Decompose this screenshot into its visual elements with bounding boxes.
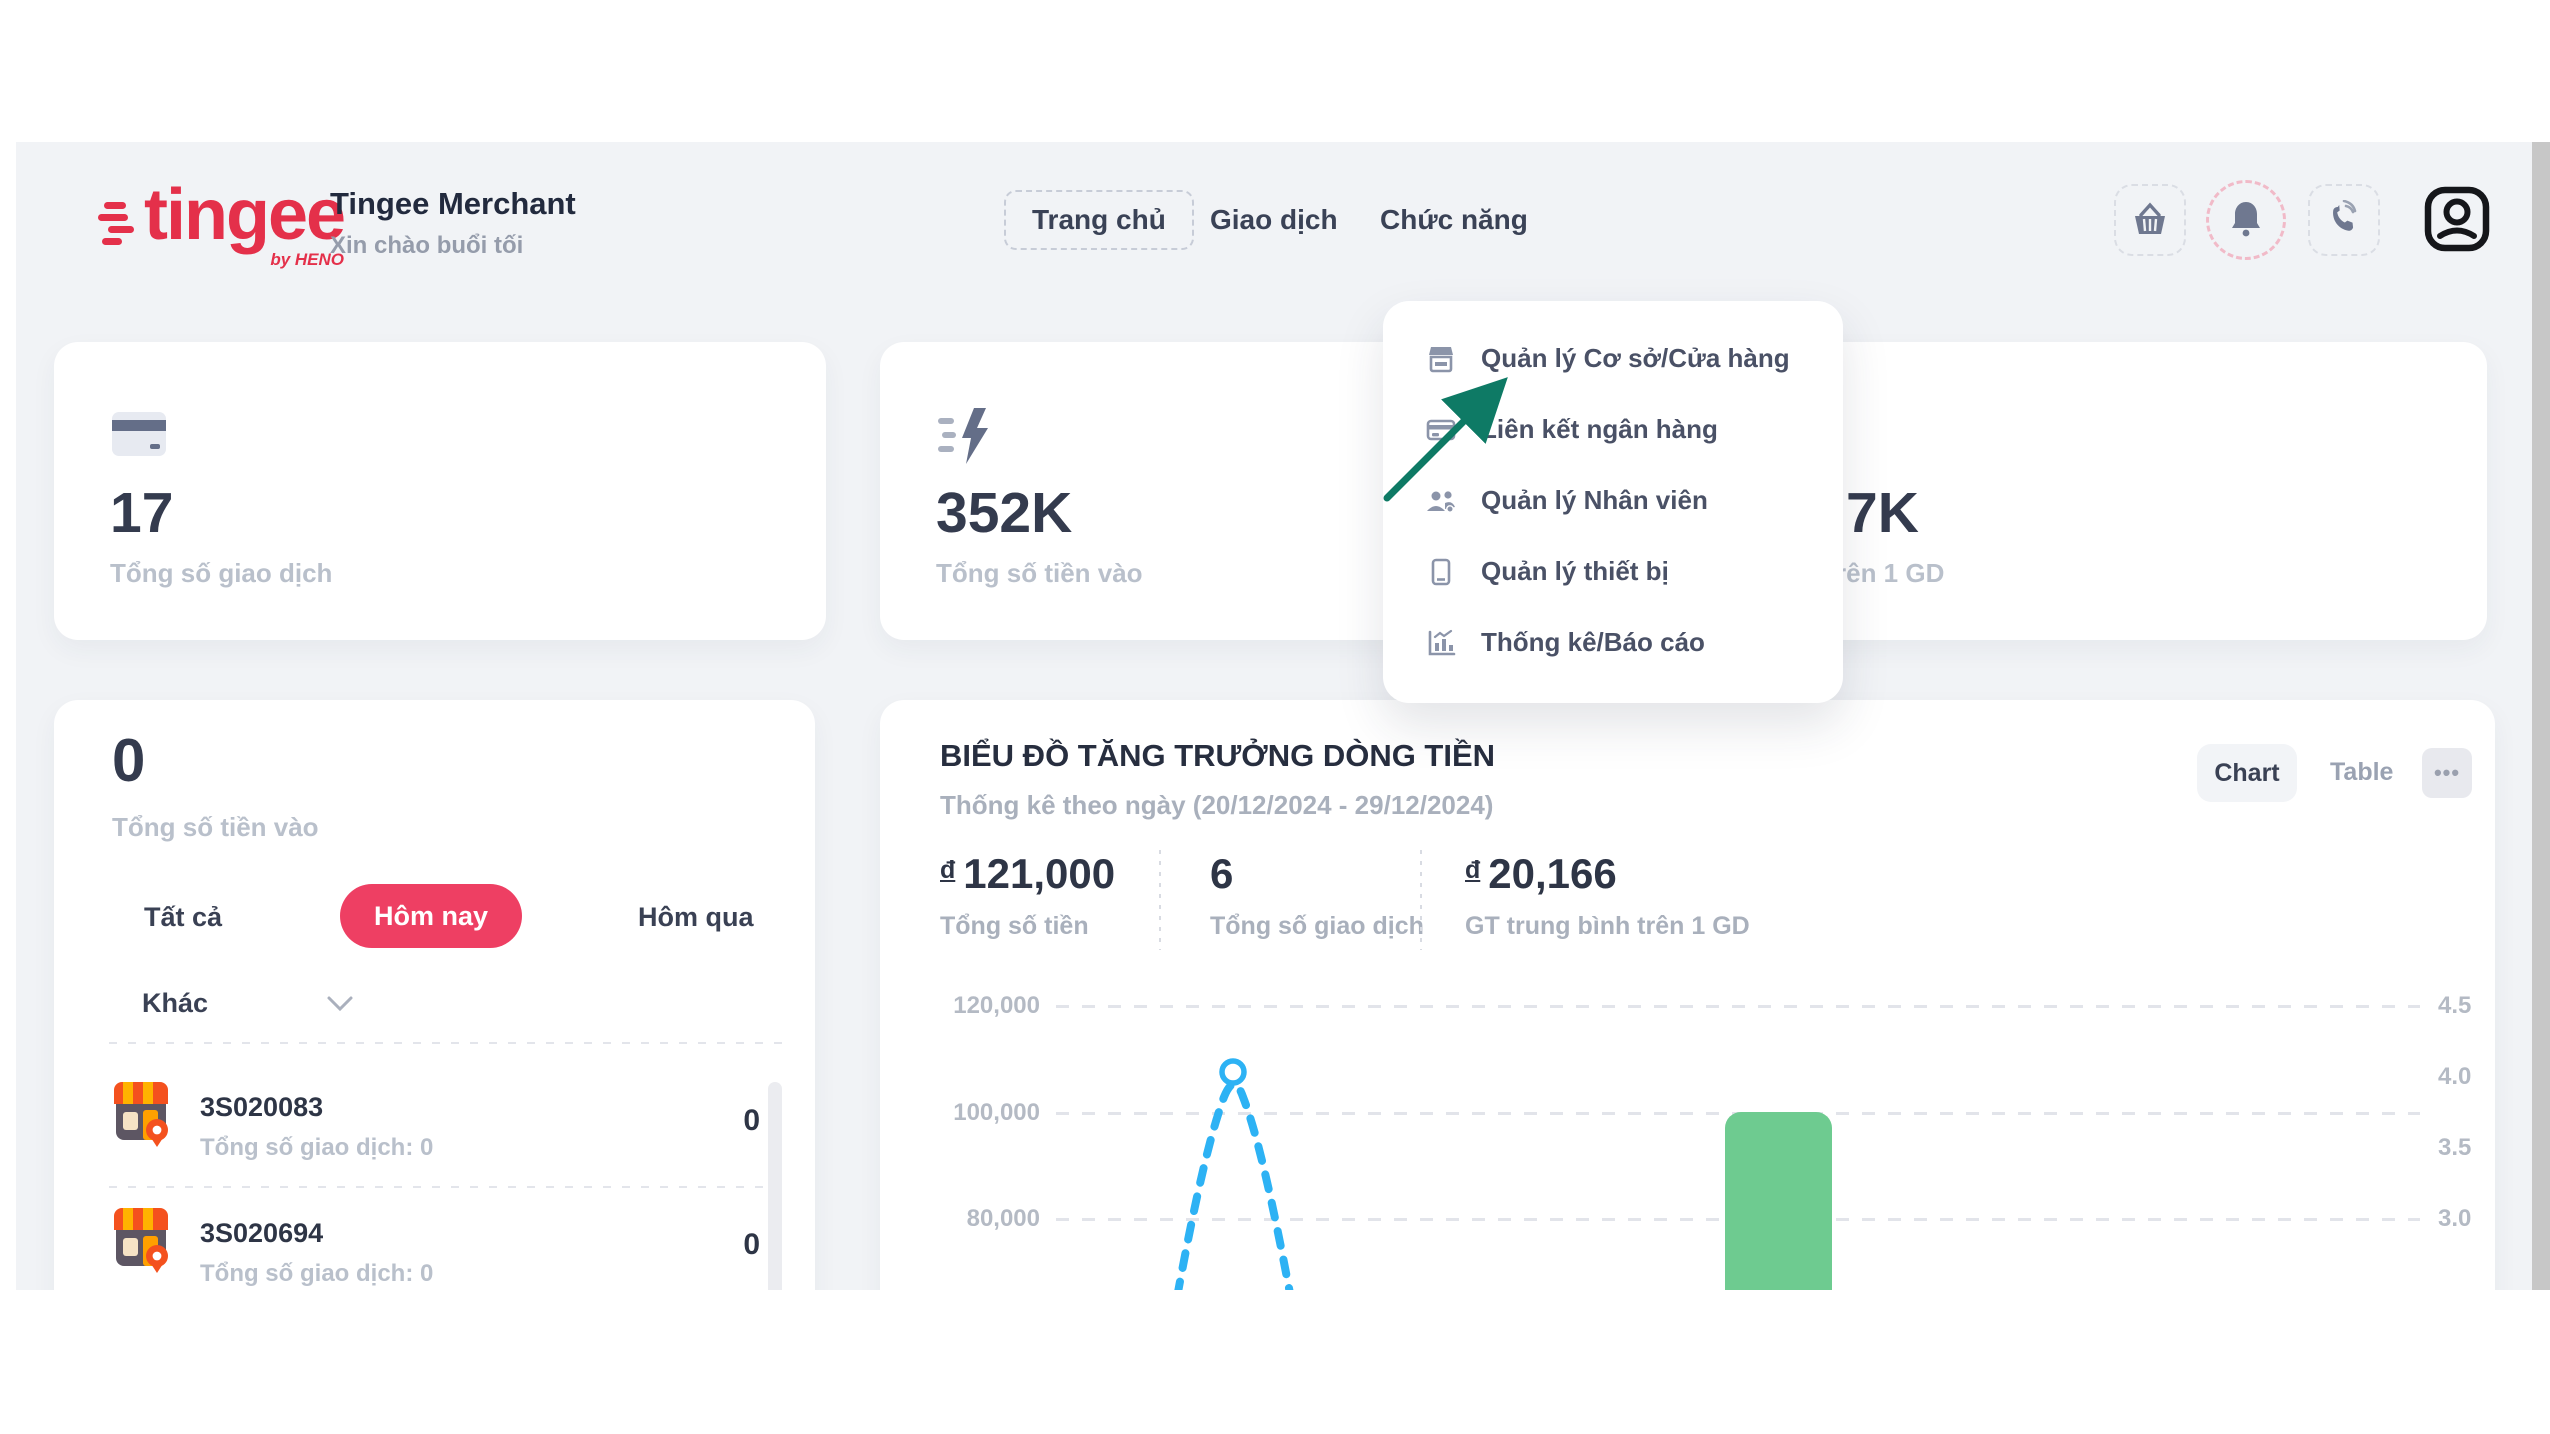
stat-value: 17 <box>110 481 174 545</box>
stat-value: 20,166 <box>1488 850 1617 897</box>
gridline <box>1056 1005 2420 1008</box>
view-toggle-chart[interactable]: Chart <box>2197 744 2297 802</box>
staff-icon <box>1427 490 1455 513</box>
basket-button[interactable] <box>2114 184 2186 256</box>
filter-today[interactable]: Hôm nay <box>340 884 522 948</box>
y-axis-tick-left: 120,000 <box>953 992 1040 1019</box>
store-value: 0 <box>743 1104 760 1137</box>
chart-stat-total-transactions: 6 Tổng số giao dịch <box>1210 850 1424 941</box>
store-value: 0 <box>743 1228 760 1261</box>
account-icon <box>2424 186 2490 252</box>
chart-subtitle: Thống kê theo ngày (20/12/2024 - 29/12/2… <box>940 790 1494 820</box>
storefront-color-icon <box>114 1082 168 1147</box>
data-point-marker <box>1219 1058 1247 1086</box>
cashflow-chart-card: BIỂU ĐỒ TĂNG TRƯỞNG DÒNG TIỀN Thống kê t… <box>880 700 2495 1290</box>
chart-more-button[interactable]: ••• <box>2422 748 2472 798</box>
card-total-transactions: 17 Tổng số giao dịch <box>54 342 826 640</box>
y-axis-tick-right: 4.5 <box>2438 992 2472 1019</box>
greeting-text: Xin chào buổi tối <box>330 232 524 259</box>
menu-item-reports[interactable]: Thống kê/Báo cáo <box>1383 607 1843 678</box>
store-subtitle: Tổng số giao dịch: 0 <box>200 1260 434 1287</box>
filter-yesterday[interactable]: Hôm qua <box>638 902 754 932</box>
bar-series-count <box>1725 1112 1832 1290</box>
merchant-dashboard: tingee by HENO Tingee Merchant Xin chào … <box>16 142 2550 1290</box>
menu-item-label: Thống kê/Báo cáo <box>1481 627 1705 657</box>
account-button[interactable] <box>2422 184 2492 259</box>
nav-item-home[interactable]: Trang chủ <box>1004 190 1194 250</box>
nav-item-transactions[interactable]: Giao dịch <box>1210 204 1338 235</box>
bank-card-icon <box>1426 419 1456 440</box>
store-code: 3S020083 <box>200 1092 324 1122</box>
storefront-icon <box>1429 346 1453 372</box>
store-subtitle: Tổng số giao dịch: 0 <box>200 1134 434 1161</box>
stat-value: 121,000 <box>963 850 1116 897</box>
lightning-icon <box>938 408 988 464</box>
stat-label-partial: rên 1 GD <box>1836 558 1945 588</box>
logo-byline: by HENO <box>270 250 345 269</box>
credit-card-icon <box>112 412 166 456</box>
divider <box>1159 850 1161 950</box>
menu-item-label: Liên kết ngân hàng <box>1481 414 1718 444</box>
menu-item-label: Quản lý thiết bị <box>1481 556 1669 586</box>
basket-icon <box>2135 202 2165 234</box>
menu-item-manage-stores[interactable]: Quản lý Cơ sở/Cửa hàng <box>1383 323 1843 394</box>
money-in-panel: 0 Tổng số tiền vào Tất cả Hôm nay Hôm qu… <box>54 700 815 1290</box>
logo-speed-lines-icon <box>98 202 134 245</box>
bell-icon <box>2232 202 2260 237</box>
tingee-logo: tingee by HENO <box>98 174 346 270</box>
stat-label: Tổng số giao dịch <box>110 558 333 588</box>
storefront-color-icon <box>114 1208 168 1273</box>
nav-item-functions[interactable]: Chức năng <box>1380 204 1528 235</box>
stat-label: GT trung bình trên 1 GD <box>1465 912 1750 940</box>
stat-label: Tổng số tiền vào <box>936 558 1143 588</box>
panel-label: Tổng số tiền vào <box>112 812 319 842</box>
chart-stat-total-amount: đ 121,000 Tổng số tiền <box>940 850 1115 941</box>
phone-icon <box>2333 200 2357 231</box>
stat-value: 6 <box>1210 850 1234 897</box>
chart-title: BIỂU ĐỒ TĂNG TRƯỞNG DÒNG TIỀN <box>940 738 1496 773</box>
y-axis-tick-left: 100,000 <box>953 1099 1040 1126</box>
filter-all[interactable]: Tất cả <box>144 902 223 932</box>
filter-other-label: Khác <box>142 988 209 1018</box>
y-axis-tick-left: 80,000 <box>966 1205 1040 1232</box>
stat-value: 352K <box>936 481 1073 545</box>
store-code: 3S020694 <box>200 1218 324 1248</box>
menu-item-label: Quản lý Nhân viên <box>1481 485 1708 515</box>
y-axis-tick-right: 3.0 <box>2438 1205 2472 1232</box>
divider <box>109 1186 789 1188</box>
menu-item-manage-devices[interactable]: Quản lý thiết bị <box>1383 536 1843 607</box>
menu-item-manage-staff[interactable]: Quản lý Nhân viên <box>1383 465 1843 536</box>
notifications-button[interactable] <box>2206 180 2286 260</box>
functions-dropdown-menu: Quản lý Cơ sở/Cửa hàng Liên kết ngân hàn… <box>1383 301 1843 703</box>
filter-other-dropdown[interactable]: Khác <box>142 988 354 1019</box>
ellipsis-icon: ••• <box>2433 760 2461 785</box>
panel-value: 0 <box>112 727 146 794</box>
stat-label: Tổng số tiền <box>940 912 1089 940</box>
logo-wordmark: tingee <box>144 175 346 255</box>
chevron-down-icon <box>327 996 353 1011</box>
chart-stat-average: đ 20,166 GT trung bình trên 1 GD <box>1465 850 1750 941</box>
device-icon <box>1431 558 1451 585</box>
currency-symbol: đ <box>1465 856 1481 884</box>
page-title: Tingee Merchant <box>330 186 576 221</box>
report-icon <box>1428 629 1456 655</box>
y-axis-tick-right: 4.0 <box>2438 1063 2472 1090</box>
page-scrollbar[interactable] <box>2532 142 2550 1290</box>
divider <box>109 1042 789 1044</box>
menu-item-link-bank[interactable]: Liên kết ngân hàng <box>1383 394 1843 465</box>
view-toggle-table[interactable]: Table <box>2330 758 2394 786</box>
currency-symbol: đ <box>940 856 956 884</box>
support-call-button[interactable] <box>2308 184 2380 256</box>
y-axis-tick-right: 3.5 <box>2438 1134 2472 1161</box>
stat-label: Tổng số giao dịch <box>1210 912 1424 940</box>
stat-value-partial: 7K <box>1846 481 1919 545</box>
divider <box>1420 850 1422 950</box>
menu-item-label: Quản lý Cơ sở/Cửa hàng <box>1481 343 1790 373</box>
list-scrollbar[interactable] <box>768 1082 782 1290</box>
